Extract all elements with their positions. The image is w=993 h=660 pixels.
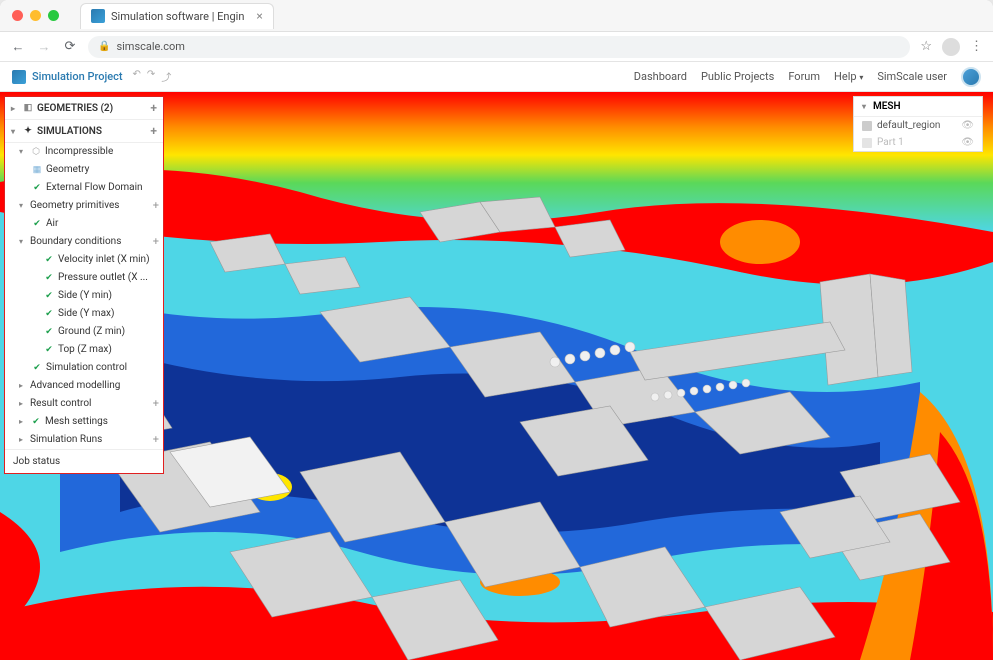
browser-menu-icon[interactable]: ⋮ [970,39,983,54]
tree-item-sim-control[interactable]: ✔ Simulation control [5,359,163,377]
add-icon[interactable]: + [153,235,159,249]
check-icon: ✔ [43,307,55,321]
chevron-right-icon: ▸ [19,397,27,411]
nav-forum[interactable]: Forum [788,70,820,83]
tree-item-top[interactable]: ✔ Top (Z max) [5,341,163,359]
add-icon[interactable]: + [153,199,159,213]
window-minimize-icon[interactable] [30,10,41,21]
tree-item-velocity-inlet[interactable]: ✔ Velocity inlet (X min) [5,251,163,269]
tab-title: Simulation software | Engin [111,10,244,23]
check-icon: ✔ [43,289,55,303]
mesh-panel: ▾ MESH default_region 👁 Part 1 👁 [853,96,983,152]
redo-icon[interactable]: ↷ [147,69,155,84]
tree-item-sim-runs[interactable]: ▸ Simulation Runs + [5,431,163,449]
chevron-down-icon: ▾ [859,73,863,82]
check-icon: ✔ [43,325,55,339]
chevron-right-icon: ▸ [19,433,27,447]
region-icon [862,121,872,131]
tree-item-side-ymin[interactable]: ✔ Side (Y min) [5,287,163,305]
nav-dashboard[interactable]: Dashboard [634,70,687,83]
browser-profile-icon[interactable] [942,38,960,56]
job-status[interactable]: Job status [5,449,163,473]
project-title[interactable]: Simulation Project [32,70,123,83]
tree-item-side-ymax[interactable]: ✔ Side (Y max) [5,305,163,323]
nav-user[interactable]: SimScale user [877,70,947,83]
url-text: simscale.com [116,40,185,53]
tree-item-air[interactable]: ✔ Air [5,215,163,233]
lock-icon: 🔒 [98,41,110,52]
nav-help[interactable]: Help ▾ [834,70,863,83]
undo-icon[interactable]: ↶ [133,69,141,84]
tab-favicon-icon [91,9,105,23]
tree-item-incompressible[interactable]: ▾ ⬡ Incompressible [5,143,163,161]
simulation-tree-panel: ▸ ◧ GEOMETRIES (2) + ▾ ✦ SIMULATIONS + ▾… [4,96,164,474]
part-icon [862,138,872,148]
tree-item-result-control[interactable]: ▸ Result control + [5,395,163,413]
nav-reload-icon[interactable]: ⟳ [62,39,78,55]
chevron-down-icon: ▾ [19,199,27,213]
tree-item-geometry-primitives[interactable]: ▾ Geometry primitives + [5,197,163,215]
window-close-icon[interactable] [12,10,23,21]
add-icon[interactable]: + [153,397,159,411]
mesh-header[interactable]: ▾ MESH [854,97,982,117]
tree-geometries-header[interactable]: ▸ ◧ GEOMETRIES (2) + [5,97,163,120]
tree-simulations-header[interactable]: ▾ ✦ SIMULATIONS + [5,120,163,143]
add-simulation-icon[interactable]: + [150,124,157,138]
tree-item-ground[interactable]: ✔ Ground (Z min) [5,323,163,341]
chevron-right-icon: ▸ [11,104,19,113]
visibility-icon[interactable]: 👁 [961,137,974,148]
nav-back-icon[interactable]: ← [10,39,26,55]
check-icon: ✔ [30,415,42,429]
tree-item-advanced[interactable]: ▸ Advanced modelling [5,377,163,395]
tree-item-mesh-settings[interactable]: ▸ ✔ Mesh settings [5,413,163,431]
tree-item-boundary-conditions[interactable]: ▾ Boundary conditions + [5,233,163,251]
chevron-right-icon: ▸ [19,415,27,429]
window-controls: Simulation software | Engin × [0,0,993,32]
nav-public-projects[interactable]: Public Projects [701,70,774,83]
geometries-label: GEOMETRIES (2) [37,103,113,114]
app-logo-icon [12,70,26,84]
tree-item-external-flow[interactable]: ✔ External Flow Domain [5,179,163,197]
cubes-icon: ▦ [31,163,43,177]
simulations-icon: ✦ [22,126,34,136]
share-icon[interactable]: ⤴ [161,69,171,84]
mesh-item-default-region[interactable]: default_region 👁 [854,117,982,134]
address-bar: ← → ⟳ 🔒 simscale.com ☆ ⋮ [0,32,993,62]
chevron-down-icon: ▾ [11,127,19,136]
check-icon: ✔ [43,253,55,267]
chevron-down-icon: ▾ [19,235,27,249]
check-icon: ✔ [43,343,55,357]
tree-item-geometry[interactable]: ▦ Geometry [5,161,163,179]
viewport-3d[interactable]: ▸ ◧ GEOMETRIES (2) + ▾ ✦ SIMULATIONS + ▾… [0,92,993,660]
app-header: Simulation Project ↶ ↷ ⤴ Dashboard Publi… [0,62,993,92]
chevron-down-icon: ▾ [862,102,870,111]
browser-tab[interactable]: Simulation software | Engin × [80,3,274,29]
check-icon: ✔ [31,217,43,231]
add-geometry-icon[interactable]: + [150,101,157,115]
check-icon: ✔ [31,361,43,375]
window-maximize-icon[interactable] [48,10,59,21]
url-field[interactable]: 🔒 simscale.com [88,36,910,58]
simulations-label: SIMULATIONS [37,126,102,137]
check-icon: ✔ [31,181,43,195]
user-avatar-icon[interactable] [961,67,981,87]
chevron-down-icon: ▾ [19,145,27,159]
cube-icon: ◧ [22,103,34,113]
chevron-right-icon: ▸ [19,379,27,393]
star-icon[interactable]: ☆ [920,39,932,54]
tab-close-icon[interactable]: × [256,9,262,23]
settings-icon: ⬡ [30,145,42,159]
tree-item-pressure-outlet[interactable]: ✔ Pressure outlet (X ... [5,269,163,287]
nav-forward-icon[interactable]: → [36,39,52,55]
add-icon[interactable]: + [153,433,159,447]
visibility-icon[interactable]: 👁 [961,120,974,131]
check-icon: ✔ [43,271,55,285]
mesh-item-part1[interactable]: Part 1 👁 [854,134,982,151]
